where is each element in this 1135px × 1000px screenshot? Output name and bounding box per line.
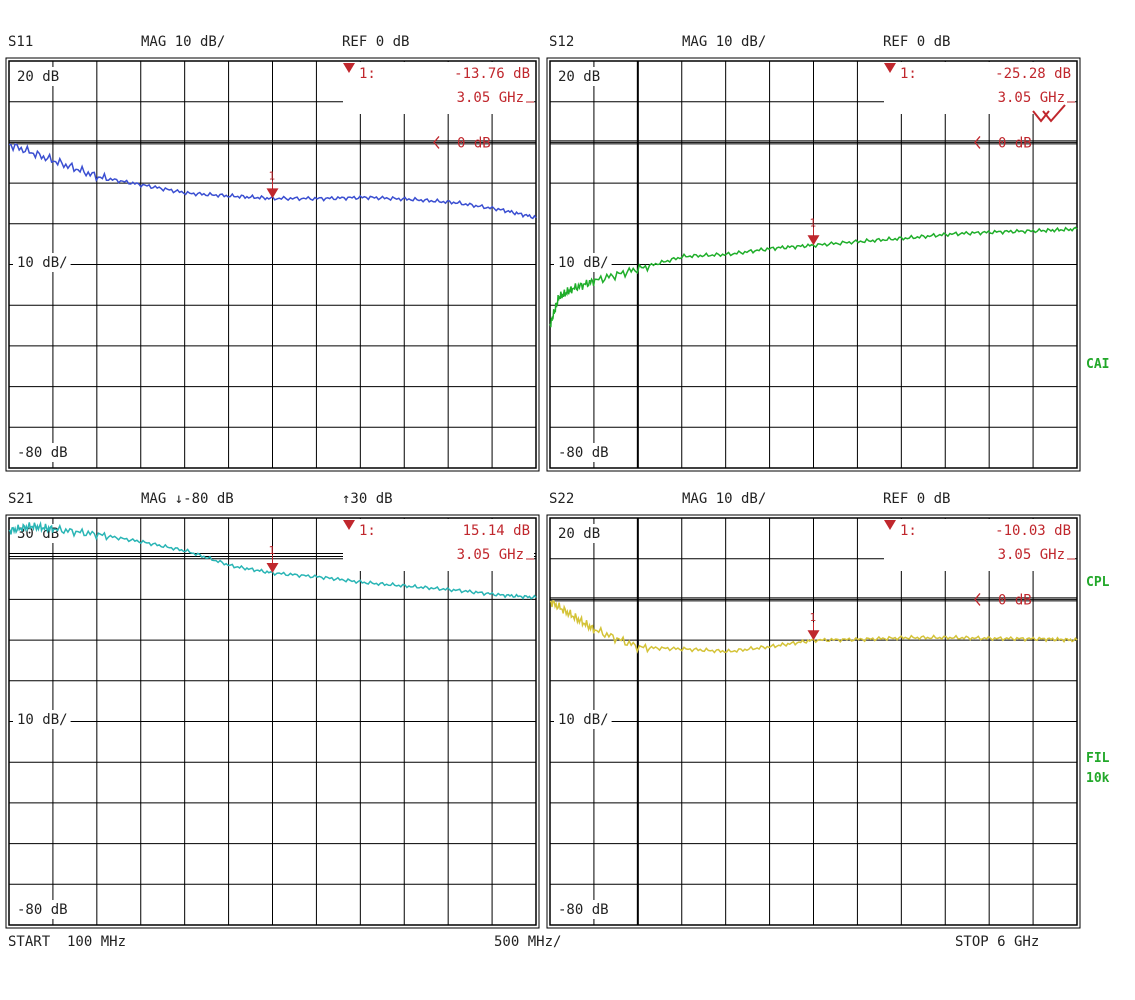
reference-marker-label: 0 dB [998, 592, 1032, 608]
marker-readout-bg [884, 519, 1075, 571]
marker-readout-value: -13.76 dB [454, 66, 530, 82]
trace-marker-number: 1 [269, 544, 276, 557]
marker-readout-frequency: 3.05 GHz [998, 547, 1065, 563]
panel-s11: S11 MAG 10 dB/REF 0 dB 20 dB 10 dB/ -80 dB 1:… [5, 34, 540, 472]
side-label-fil-value: 10k [1086, 771, 1110, 786]
trace-marker-icon [807, 235, 820, 246]
scale-top-label: 20 dB [558, 69, 600, 85]
marker-readout-bg [343, 62, 534, 114]
trace-param-label: S11 [8, 34, 33, 50]
scale-label-bg [554, 253, 612, 272]
footer-span-div: 500 MHz/ [494, 934, 562, 950]
side-label-cpl: CPL [1086, 575, 1110, 590]
panel-frame-outer [5, 514, 540, 929]
reference-arrow-icon [974, 592, 981, 606]
trace-line-s22 [549, 599, 1078, 654]
marker-readout-bg [884, 62, 1075, 114]
trace-param-label: S12 [549, 34, 574, 50]
marker-readout-label: 1: [359, 66, 376, 82]
marker-readout-value: -10.03 dB [995, 523, 1071, 539]
scale-bottom-label: -80 dB [558, 902, 609, 918]
scale-division-label: 10 dB/ [558, 712, 609, 728]
ref-label: REF 0 dB [883, 34, 950, 50]
trace-marker-icon [807, 630, 820, 641]
scale-division-label: 10 dB/ [558, 255, 609, 271]
marker-readout-value: -25.28 dB [995, 66, 1071, 82]
reference-arrow-icon [433, 135, 440, 149]
panel-frame-outer [546, 57, 1081, 472]
panel-s22: S22 MAG 10 dB/REF 0 dB 20 dB 10 dB/ -80 dB 1:… [546, 491, 1081, 929]
marker-indicator-icon [884, 520, 896, 530]
marker-readout-label: 1: [900, 66, 917, 82]
scale-label-bg [554, 67, 603, 86]
scale-division-label: 10 dB/ [17, 255, 68, 271]
marker-readout-label: 1: [359, 523, 376, 539]
ref-label: REF 0 dB [883, 491, 950, 507]
scale-label-bg [554, 524, 603, 543]
scale-label-bg [13, 253, 71, 272]
format-label: MAG 10 dB/ [682, 491, 766, 507]
trace-marker-number: 1 [810, 216, 817, 229]
marker-readout-frequency: 3.05 GHz [457, 547, 524, 563]
reference-marker-label: 0 dB [998, 135, 1032, 151]
trace-line-s12 [549, 226, 1078, 328]
trace-marker-icon [266, 188, 279, 199]
ref-label: ↑30 dB [342, 491, 393, 507]
scale-top-label: 20 dB [17, 69, 59, 85]
scale-bottom-label: -80 dB [17, 902, 68, 918]
ref-label: REF 0 dB [342, 34, 409, 50]
trace-marker-icon [266, 562, 279, 573]
scale-division-label: 10 dB/ [17, 712, 68, 728]
marker-readout-value: 15.14 dB [463, 523, 530, 539]
side-label-cal: CAI [1086, 357, 1110, 372]
scale-label-bg [554, 710, 612, 729]
scale-bottom-label: -80 dB [558, 445, 609, 461]
scale-label-bg [13, 900, 71, 919]
marker-readout-frequency: 3.05 GHz [457, 90, 524, 106]
trace-marker-number: 1 [269, 169, 276, 182]
grid [550, 61, 1077, 468]
panel-s12: S12 MAG 10 dB/REF 0 dB 20 dB 10 dB/ -80 dB 1:… [546, 34, 1081, 472]
marker-readout-bg [343, 519, 534, 571]
side-label-fil: FIL [1086, 751, 1110, 766]
scale-top-label: 20 dB [558, 526, 600, 542]
marker-indicator-icon [343, 520, 355, 530]
scale-label-bg [13, 443, 71, 462]
footer-start: START 100 MHz [8, 934, 127, 950]
scale-label-bg [13, 710, 71, 729]
footer-stop: STOP 6 GHz [955, 934, 1040, 950]
reference-marker-label: 0 dB [457, 135, 491, 151]
trace-line-s21 [8, 520, 537, 600]
format-label: MAG ↓-80 dB [141, 491, 234, 507]
marker-indicator-icon [343, 63, 355, 73]
scale-bottom-label: -80 dB [17, 445, 68, 461]
scale-label-bg [554, 443, 612, 462]
reference-arrow-icon [974, 135, 981, 149]
marker-indicator-icon [884, 63, 896, 73]
marker-readout-label: 1: [900, 523, 917, 539]
panel-frame-outer [5, 57, 540, 472]
format-label: MAG 10 dB/ [141, 34, 225, 50]
trace-param-label: S21 [8, 491, 33, 507]
format-label: MAG 10 dB/ [682, 34, 766, 50]
trace-param-label: S22 [549, 491, 574, 507]
scale-label-bg [554, 900, 612, 919]
marker-readout-frequency: 3.05 GHz [998, 90, 1065, 106]
scale-label-bg [13, 67, 62, 86]
panel-frame-outer [546, 514, 1081, 929]
manufacturer-logo-icon [1032, 104, 1066, 123]
trace-marker-number: 1 [810, 611, 817, 624]
